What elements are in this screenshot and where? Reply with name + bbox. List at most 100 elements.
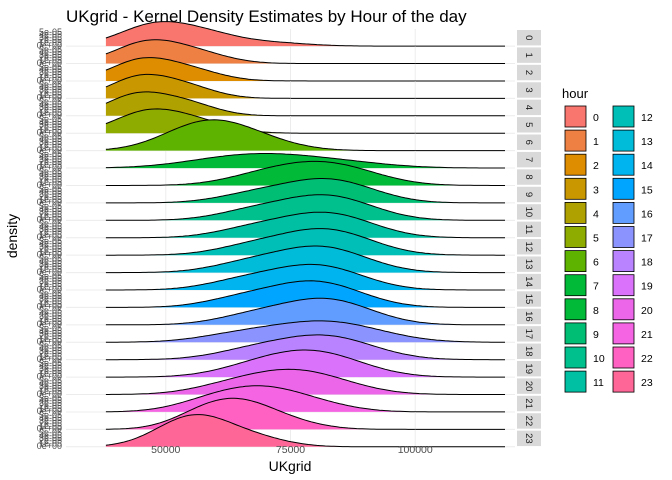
- y-tick-label: 1e-05: [39, 351, 62, 361]
- facet-strip: [517, 204, 541, 220]
- y-tick-label: 4e-05: [39, 378, 62, 388]
- facet-strip-label: 21: [523, 398, 534, 409]
- y-tick-label: 4e-05: [39, 291, 62, 301]
- density-area-hour-0: [105, 21, 506, 47]
- legend-key: [612, 322, 635, 345]
- y-tick-label: 1e-05: [39, 316, 62, 326]
- legend-item-hour-16: 16: [612, 201, 653, 224]
- y-tick-label: 3e-05: [39, 416, 62, 426]
- y-tick-label: 0e+00: [37, 215, 62, 225]
- legend-key: [612, 201, 635, 224]
- y-tick-label: 1e-05: [39, 229, 62, 239]
- legend-label: 10: [593, 353, 605, 365]
- facet-strip: [517, 308, 541, 325]
- y-tick-label: 1e-05: [39, 386, 62, 396]
- y-tick-label: 4e-05: [39, 99, 62, 109]
- density-line-hour-3: [105, 73, 505, 99]
- facet-strip: [517, 30, 541, 46]
- density-area-hour-3: [105, 74, 506, 99]
- x-tick-label: 100000: [398, 444, 433, 456]
- legend-item-hour-7: 7: [564, 274, 599, 297]
- legend-item-hour-22: 22: [612, 346, 653, 369]
- density-area-hour-23: [105, 414, 506, 447]
- y-tick-label: 4e-05: [39, 308, 62, 318]
- facet-strip-label: 5: [523, 122, 534, 127]
- y-tick-label: 1e-05: [39, 369, 62, 379]
- y-tick-label: 2e-05: [39, 436, 62, 446]
- facet-strip: [517, 430, 541, 447]
- y-tick-label: 1e-05: [39, 107, 62, 117]
- facet-strip-label: 7: [523, 157, 534, 162]
- density-area-hour-7: [105, 153, 506, 169]
- density-line-hour-21: [105, 385, 505, 413]
- density-area-hour-9: [105, 178, 506, 203]
- density-line-hour-11: [105, 211, 505, 239]
- facet-strip-label: 0: [523, 35, 534, 40]
- density-line-hour-19: [105, 349, 505, 378]
- legend-label: 2: [593, 160, 599, 172]
- legend: hour 01234567891011121314151617181920212…: [562, 86, 653, 393]
- legend-item-hour-4: 4: [564, 201, 599, 224]
- facet-strip: [517, 169, 541, 185]
- density-line-hour-4: [105, 91, 505, 117]
- y-tick-label: 1e-05: [39, 404, 62, 414]
- y-tick-label: 3e-05: [39, 433, 62, 443]
- y-tick-label: 1e-05: [39, 38, 62, 48]
- y-tick-label: 5e-05: [39, 323, 62, 333]
- y-tick-label: 4e-05: [39, 396, 62, 406]
- legend-key: [564, 226, 587, 248]
- y-tick-label: 0e+00: [37, 354, 62, 364]
- legend-key: [564, 201, 587, 224]
- legend-item-hour-17: 17: [612, 226, 653, 248]
- y-tick-label: 2e-05: [39, 35, 62, 45]
- density-line-hour-6: [105, 119, 505, 152]
- legend-key: [564, 274, 587, 297]
- y-tick-label: 0e+00: [37, 371, 62, 381]
- y-tick-label: 3e-05: [39, 363, 62, 373]
- legend-label: 21: [641, 329, 653, 341]
- y-tick-label: 5e-05: [39, 132, 62, 142]
- facet-strip: [517, 64, 541, 81]
- y-tick-label: 2e-05: [39, 87, 62, 97]
- legend-label: 18: [641, 257, 653, 269]
- legend-item-hour-5: 5: [564, 226, 599, 248]
- y-tick-label: 4e-05: [39, 326, 62, 336]
- facet-strip-label: 1: [523, 52, 534, 57]
- legend-key: [564, 346, 587, 369]
- y-tick-label: 2e-05: [39, 140, 62, 150]
- y-tick-label: 2e-05: [39, 349, 62, 359]
- density-area-hour-18: [105, 334, 506, 360]
- legend-key: [612, 370, 635, 393]
- legend-key: [564, 129, 587, 152]
- y-tick-label: 4e-05: [39, 343, 62, 353]
- density-area-hour-8: [105, 161, 506, 186]
- facet-strip: [517, 186, 541, 203]
- density-line-hour-15: [105, 280, 505, 308]
- y-tick-label: 4e-05: [39, 65, 62, 75]
- y-tick-label: 3e-05: [39, 50, 62, 60]
- legend-key: [564, 370, 587, 393]
- y-tick-label: 5e-05: [39, 410, 62, 420]
- legend-key: [612, 298, 635, 321]
- legend-key: [564, 105, 587, 128]
- legend-item-hour-9: 9: [564, 322, 599, 345]
- legend-item-hour-19: 19: [612, 274, 653, 297]
- y-tick-label: 1e-05: [39, 438, 62, 448]
- y-tick-label: 2e-05: [39, 296, 62, 306]
- facet-strip: [517, 360, 541, 377]
- legend-item-hour-20: 20: [612, 298, 653, 321]
- x-axis: 50000 75000 100000: [151, 444, 433, 456]
- legend-item-hour-10: 10: [564, 346, 605, 369]
- y-tick-label: 1e-05: [39, 421, 62, 431]
- legend-item-hour-11: 11: [564, 370, 604, 393]
- density-area-hour-5: [105, 108, 506, 134]
- facet-strip-label: 16: [523, 311, 534, 322]
- y-tick-label: 3e-05: [39, 329, 62, 339]
- y-tick-label: 4e-05: [39, 47, 62, 57]
- density-line-hour-18: [105, 334, 505, 361]
